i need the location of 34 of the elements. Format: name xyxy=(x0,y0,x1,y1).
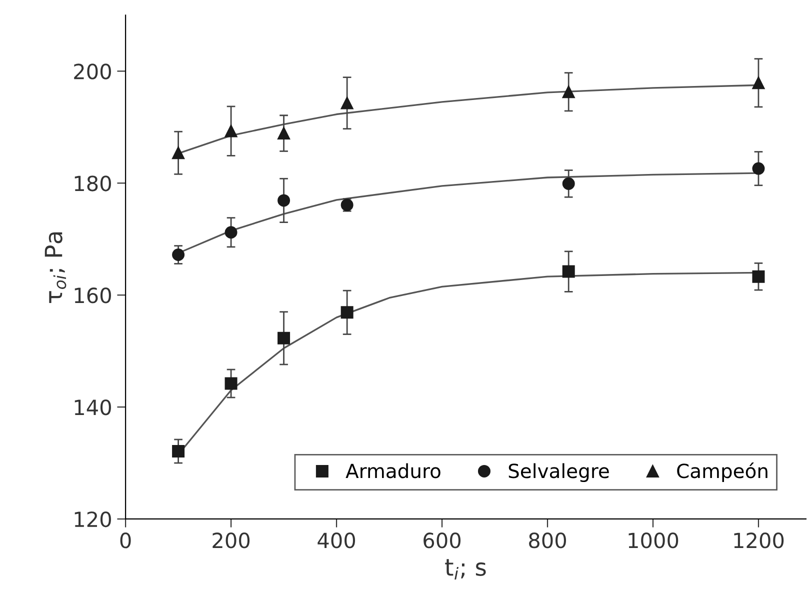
point xyxy=(752,270,765,283)
point xyxy=(562,177,575,190)
point xyxy=(752,76,765,90)
point xyxy=(340,96,354,110)
x-axis-title: t$_{i}$; s xyxy=(445,559,486,580)
point xyxy=(340,306,354,319)
point xyxy=(562,265,575,278)
y-tick-label: 180 xyxy=(74,176,111,192)
x-tick-label: 800 xyxy=(529,532,566,548)
point xyxy=(172,445,185,458)
y-tick-label: 200 xyxy=(74,64,111,80)
x-tick-label: 1200 xyxy=(734,532,784,548)
y-tick-label: 120 xyxy=(74,511,111,528)
x-tick-label: 0 xyxy=(120,532,131,548)
y-tick-label: 140 xyxy=(74,399,111,416)
x-tick-label: 600 xyxy=(424,532,461,548)
legend-label: Campeón xyxy=(677,462,768,482)
point xyxy=(278,194,290,207)
point xyxy=(224,124,238,138)
y-axis-title: τ$_{oi}$; Pa xyxy=(44,232,66,303)
point xyxy=(172,146,185,160)
legend-label: Selvalegre xyxy=(508,463,609,482)
point xyxy=(278,127,290,140)
legend-label: Armaduro xyxy=(346,463,440,478)
point xyxy=(752,162,765,175)
y-tick-label: 160 xyxy=(74,288,111,304)
point xyxy=(562,86,575,98)
x-tick-label: 1000 xyxy=(628,532,678,548)
point xyxy=(224,377,238,390)
point xyxy=(172,248,185,262)
point xyxy=(224,226,238,239)
x-tick-label: 400 xyxy=(318,532,356,548)
point xyxy=(278,332,290,344)
x-tick-label: 200 xyxy=(212,532,250,548)
